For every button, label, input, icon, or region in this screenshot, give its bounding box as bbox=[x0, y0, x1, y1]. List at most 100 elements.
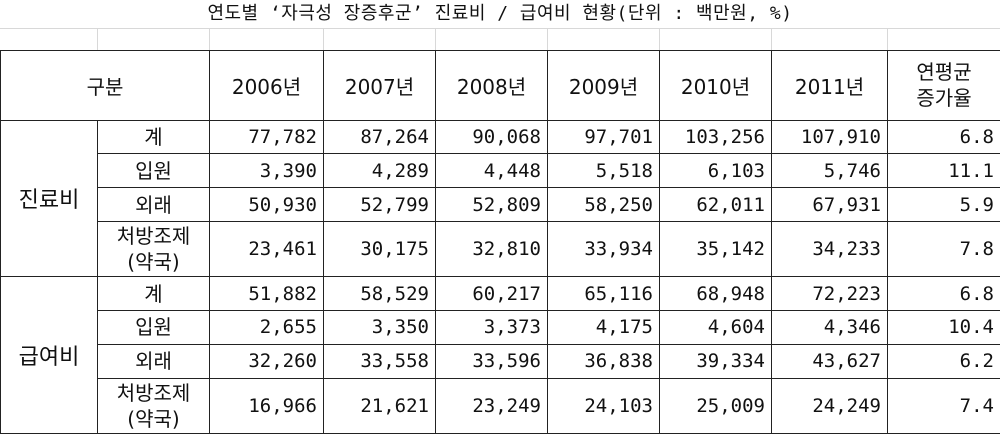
category-label: 외래 bbox=[97, 187, 210, 222]
table-row: 처방조제 (약국) 16,966 21,621 23,249 24,103 25,009 24… bbox=[1, 377, 1000, 434]
value-cell: 5,518 bbox=[547, 153, 660, 189]
value-cell: 36,838 bbox=[547, 343, 660, 379]
value-cell: 107,910 bbox=[771, 119, 888, 155]
value-cell: 60,217 bbox=[435, 276, 548, 312]
growth-rate-cell: 7.8 bbox=[887, 220, 1000, 278]
grid-line bbox=[659, 29, 660, 51]
value-cell: 68,948 bbox=[659, 276, 772, 312]
header-year: 2011년 bbox=[771, 50, 888, 121]
value-cell: 24,249 bbox=[771, 377, 888, 434]
header-year: 2008년 bbox=[435, 50, 548, 121]
grid-line bbox=[209, 29, 210, 51]
category-label: 계 bbox=[97, 276, 210, 312]
value-cell: 3,373 bbox=[435, 310, 548, 345]
header-growth-rate: 연평균 증가율 bbox=[887, 50, 1000, 121]
table-row: 진료비 계 77,782 87,264 90,068 97,701 103,256 107,9… bbox=[0, 119, 1000, 278]
growth-rate-cell: 6.8 bbox=[887, 119, 1000, 155]
header-row: 구분 2006년 2007년 2008년 2009년 2010년 2011년 연… bbox=[0, 50, 1000, 121]
value-cell: 16,966 bbox=[209, 377, 324, 434]
value-cell: 72,223 bbox=[771, 276, 888, 312]
value-cell: 90,068 bbox=[435, 119, 548, 155]
value-cell: 23,461 bbox=[209, 220, 324, 278]
value-cell: 33,596 bbox=[435, 343, 548, 379]
grid-line bbox=[323, 29, 324, 51]
category-label: 처방조제 (약국) bbox=[97, 220, 210, 278]
header-rate-line: 연평균 bbox=[916, 60, 972, 85]
value-cell: 32,260 bbox=[209, 343, 324, 379]
category-line: 외래 bbox=[135, 192, 172, 217]
table-row: 처방조제 (약국) 23,461 30,175 32,810 33,934 35,142 34… bbox=[1, 220, 1000, 278]
value-cell: 4,448 bbox=[435, 153, 548, 189]
grid-line bbox=[771, 29, 772, 51]
value-cell: 4,175 bbox=[547, 310, 660, 345]
value-cell: 65,116 bbox=[547, 276, 660, 312]
category-label: 처방조제 (약국) bbox=[97, 377, 210, 434]
table-row: 외래 50,930 52,799 52,809 58,250 62,011 67,931 5.… bbox=[1, 187, 1000, 222]
category-line: (약국) bbox=[127, 406, 180, 431]
growth-rate-cell: 6.8 bbox=[887, 276, 1000, 312]
value-cell: 30,175 bbox=[323, 220, 436, 278]
value-cell: 52,809 bbox=[435, 187, 548, 222]
category-line: 외래 bbox=[135, 349, 172, 374]
category-line: (약국) bbox=[127, 250, 180, 275]
value-cell: 25,009 bbox=[659, 377, 772, 434]
value-cell: 39,334 bbox=[659, 343, 772, 379]
value-cell: 43,627 bbox=[771, 343, 888, 379]
header-year: 2009년 bbox=[547, 50, 660, 121]
value-cell: 50,930 bbox=[209, 187, 324, 222]
category-line: 처방조제 bbox=[116, 224, 191, 249]
value-cell: 58,250 bbox=[547, 187, 660, 222]
value-cell: 97,701 bbox=[547, 119, 660, 155]
value-cell: 3,350 bbox=[323, 310, 436, 345]
group-label: 급여비 bbox=[0, 276, 98, 434]
value-cell: 77,782 bbox=[209, 119, 324, 155]
category-label: 계 bbox=[97, 119, 210, 155]
grid-line bbox=[887, 29, 888, 51]
value-cell: 4,604 bbox=[659, 310, 772, 345]
header-year: 2010년 bbox=[659, 50, 772, 121]
value-cell: 52,799 bbox=[323, 187, 436, 222]
value-cell: 34,233 bbox=[771, 220, 888, 278]
value-cell: 62,011 bbox=[659, 187, 772, 222]
header-year: 2006년 bbox=[209, 50, 324, 121]
value-cell: 3,390 bbox=[209, 153, 324, 189]
value-cell: 4,289 bbox=[323, 153, 436, 189]
growth-rate-cell: 5.9 bbox=[887, 187, 1000, 222]
value-cell: 23,249 bbox=[435, 377, 548, 434]
value-cell: 87,264 bbox=[323, 119, 436, 155]
group-label: 진료비 bbox=[0, 119, 98, 278]
value-cell: 103,256 bbox=[659, 119, 772, 155]
growth-rate-cell: 11.1 bbox=[887, 153, 1000, 189]
table-row: 외래 32,260 33,558 33,596 36,838 39,334 43,627 6.… bbox=[1, 343, 1000, 379]
value-cell: 33,558 bbox=[323, 343, 436, 379]
header-year: 2007년 bbox=[323, 50, 436, 121]
category-line: 계 bbox=[144, 281, 163, 306]
value-cell: 33,934 bbox=[547, 220, 660, 278]
value-cell: 67,931 bbox=[771, 187, 888, 222]
value-cell: 6,103 bbox=[659, 153, 772, 189]
category-line: 계 bbox=[144, 125, 163, 150]
value-cell: 24,103 bbox=[547, 377, 660, 434]
value-cell: 35,142 bbox=[659, 220, 772, 278]
grid-line bbox=[435, 29, 436, 51]
value-cell: 32,810 bbox=[435, 220, 548, 278]
category-label: 외래 bbox=[97, 343, 210, 379]
grid-line bbox=[547, 29, 548, 51]
value-cell: 58,529 bbox=[323, 276, 436, 312]
category-label: 입원 bbox=[97, 153, 210, 189]
growth-rate-cell: 6.2 bbox=[887, 343, 1000, 379]
cost-table: 구분 2006년 2007년 2008년 2009년 2010년 2011년 연… bbox=[0, 50, 1000, 434]
category-line: 입원 bbox=[135, 315, 172, 340]
value-cell: 5,746 bbox=[771, 153, 888, 189]
table-title: 연도별 ‘자극성 장증후군’ 진료비 / 급여비 현황(단위 : 백만원, %) bbox=[207, 3, 793, 24]
growth-rate-cell: 10.4 bbox=[887, 310, 1000, 345]
category-label: 입원 bbox=[97, 310, 210, 345]
header-rate-line: 증가율 bbox=[916, 86, 972, 111]
value-cell: 2,655 bbox=[209, 310, 324, 345]
category-line: 입원 bbox=[135, 158, 172, 183]
value-cell: 4,346 bbox=[771, 310, 888, 345]
table-row: 입원 3,390 4,289 4,448 5,518 6,103 5,746 11.1 bbox=[1, 153, 1000, 189]
table-row: 입원 2,655 3,350 3,373 4,175 4,604 4,346 10.4 bbox=[1, 310, 1000, 345]
table-row: 급여비 계 51,882 58,529 60,217 65,116 68,948 72,223… bbox=[0, 276, 1000, 434]
